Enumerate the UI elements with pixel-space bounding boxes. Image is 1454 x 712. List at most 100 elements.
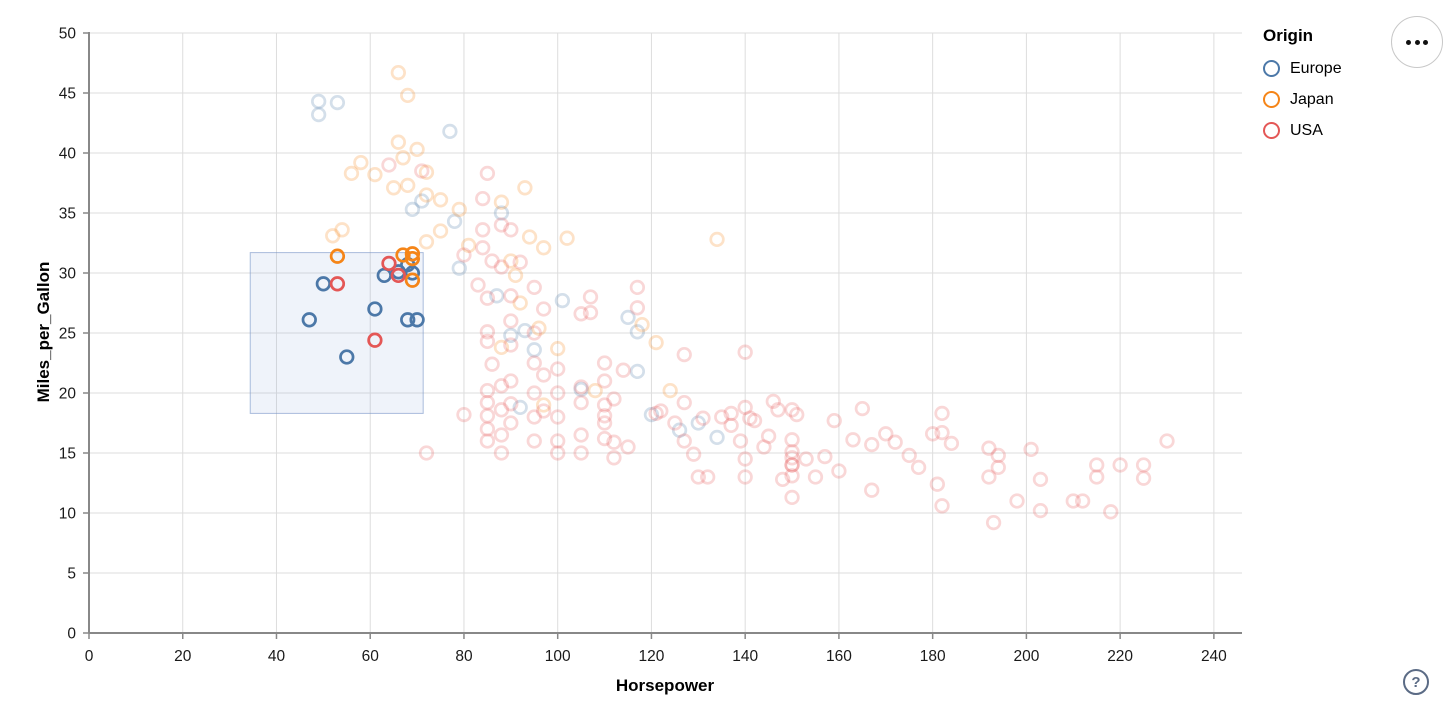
point-japan-unselected[interactable]	[353, 154, 369, 171]
point-usa-unselected[interactable]	[653, 403, 669, 419]
point-usa-unselected[interactable]	[503, 222, 519, 238]
point-japan-unselected[interactable]	[395, 150, 411, 166]
point-usa-unselected[interactable]	[1159, 433, 1175, 449]
point-japan-unselected[interactable]	[343, 165, 360, 182]
point-usa-unselected[interactable]	[925, 426, 941, 442]
point-japan-unselected[interactable]	[709, 231, 725, 248]
point-usa-unselected[interactable]	[573, 427, 589, 443]
point-japan-unselected[interactable]	[535, 397, 552, 413]
point-usa-unselected[interactable]	[990, 447, 1006, 464]
point-usa-unselected[interactable]	[1103, 504, 1119, 520]
point-europe-unselected[interactable]	[573, 381, 589, 398]
point-usa-unselected[interactable]	[503, 373, 519, 389]
point-europe-selected[interactable]	[339, 349, 355, 365]
point-usa-unselected[interactable]	[854, 400, 871, 417]
point-usa-unselected[interactable]	[1135, 470, 1152, 486]
point-europe-unselected[interactable]	[446, 213, 463, 230]
point-usa-unselected[interactable]	[798, 451, 814, 467]
point-japan-unselected[interactable]	[325, 228, 341, 244]
point-usa-unselected[interactable]	[484, 253, 500, 269]
point-usa-unselected[interactable]	[737, 344, 753, 360]
point-usa-unselected[interactable]	[864, 436, 880, 453]
point-usa-unselected[interactable]	[676, 394, 692, 411]
point-usa-unselected[interactable]	[550, 385, 566, 401]
point-usa-unselected[interactable]	[493, 445, 510, 461]
point-europe-unselected[interactable]	[414, 193, 430, 209]
point-usa-unselected[interactable]	[784, 489, 800, 506]
point-japan-unselected[interactable]	[648, 334, 664, 351]
point-usa-unselected[interactable]	[723, 405, 739, 422]
point-usa-unselected[interactable]	[615, 362, 631, 378]
point-usa-unselected[interactable]	[475, 222, 491, 238]
point-usa-unselected[interactable]	[929, 476, 945, 492]
help-button[interactable]: ?	[1403, 669, 1429, 695]
point-usa-unselected[interactable]	[606, 391, 622, 407]
point-japan-unselected[interactable]	[503, 253, 519, 269]
point-usa-unselected[interactable]	[479, 433, 496, 449]
point-europe-unselected[interactable]	[442, 123, 458, 140]
point-usa-unselected[interactable]	[901, 447, 917, 464]
point-usa-selected[interactable]	[329, 276, 346, 292]
point-usa-unselected[interactable]	[760, 428, 777, 444]
point-usa-unselected[interactable]	[418, 445, 435, 461]
point-usa-unselected[interactable]	[479, 324, 496, 340]
point-europe-selected[interactable]	[301, 312, 317, 328]
point-japan-unselected[interactable]	[451, 201, 467, 218]
point-europe-unselected[interactable]	[329, 94, 346, 111]
point-japan-selected[interactable]	[404, 250, 421, 267]
point-usa-unselected[interactable]	[723, 417, 739, 434]
point-usa-unselected[interactable]	[484, 356, 500, 372]
point-usa-unselected[interactable]	[784, 468, 800, 484]
point-usa-unselected[interactable]	[943, 435, 960, 452]
point-usa-unselected[interactable]	[737, 399, 753, 416]
point-usa-unselected[interactable]	[503, 337, 519, 353]
point-usa-unselected[interactable]	[526, 385, 542, 401]
point-usa-unselected[interactable]	[784, 432, 800, 448]
point-usa-unselected[interactable]	[676, 433, 692, 449]
point-usa-unselected[interactable]	[831, 463, 847, 479]
point-usa-unselected[interactable]	[503, 288, 519, 304]
point-usa-unselected[interactable]	[596, 415, 613, 431]
point-usa-unselected[interactable]	[526, 355, 542, 371]
point-usa-unselected[interactable]	[381, 157, 397, 173]
point-usa-unselected[interactable]	[676, 346, 692, 363]
point-usa-unselected[interactable]	[479, 333, 496, 350]
point-usa-unselected[interactable]	[573, 445, 589, 461]
point-japan-selected[interactable]	[329, 248, 346, 264]
point-usa-unselected[interactable]	[934, 405, 950, 422]
point-usa-unselected[interactable]	[479, 394, 496, 411]
point-europe-unselected[interactable]	[404, 201, 421, 218]
point-usa-unselected[interactable]	[456, 247, 472, 263]
point-europe-unselected[interactable]	[643, 406, 660, 423]
point-usa-unselected[interactable]	[807, 469, 824, 485]
point-japan-unselected[interactable]	[418, 164, 435, 180]
point-usa-unselected[interactable]	[981, 440, 997, 456]
point-europe-unselected[interactable]	[690, 415, 706, 431]
point-usa-unselected[interactable]	[470, 277, 486, 293]
point-usa-unselected[interactable]	[493, 402, 510, 418]
point-japan-selected[interactable]	[404, 246, 421, 262]
point-japan-unselected[interactable]	[460, 237, 477, 254]
point-japan-unselected[interactable]	[634, 316, 650, 333]
point-usa-unselected[interactable]	[1089, 457, 1105, 473]
point-usa-unselected[interactable]	[1089, 469, 1105, 485]
point-usa-unselected[interactable]	[475, 190, 491, 207]
point-europe-selected[interactable]	[400, 312, 416, 328]
point-usa-unselected[interactable]	[845, 432, 861, 448]
point-usa-unselected[interactable]	[714, 409, 730, 425]
point-usa-unselected[interactable]	[550, 433, 566, 449]
point-europe-unselected[interactable]	[503, 327, 519, 344]
point-japan-unselected[interactable]	[587, 382, 603, 399]
point-japan-unselected[interactable]	[432, 223, 449, 239]
point-japan-unselected[interactable]	[531, 320, 547, 336]
point-japan-selected[interactable]	[404, 272, 421, 288]
point-usa-unselected[interactable]	[550, 409, 566, 425]
point-europe-selected[interactable]	[409, 312, 425, 328]
point-usa-unselected[interactable]	[817, 448, 833, 465]
point-japan-unselected[interactable]	[334, 222, 350, 238]
point-usa-selected[interactable]	[390, 267, 406, 284]
point-usa-unselected[interactable]	[550, 445, 566, 461]
point-japan-unselected[interactable]	[550, 340, 566, 357]
point-europe-unselected[interactable]	[451, 260, 467, 276]
point-usa-unselected[interactable]	[878, 426, 894, 442]
